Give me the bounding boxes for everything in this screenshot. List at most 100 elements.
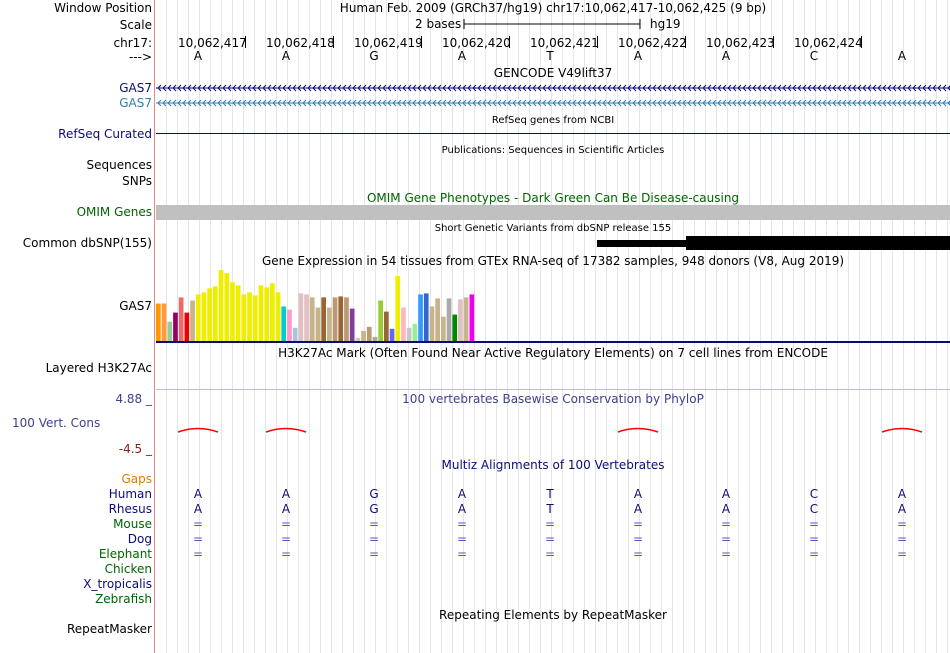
refseq-track-label[interactable]: RefSeq Curated	[58, 127, 152, 141]
grid-line	[683, 0, 684, 653]
strand-chevron	[752, 99, 757, 107]
strand-chevron	[432, 99, 437, 107]
dbsnp-track-label[interactable]: Common dbSNP(155)	[22, 236, 152, 250]
gtex-tissue-bar	[315, 307, 321, 342]
strand-chevron	[412, 84, 417, 92]
strand-chevron	[572, 84, 577, 92]
gtex-tissue-bar	[441, 316, 446, 342]
grid-line	[716, 0, 717, 653]
alignment-base: A	[193, 502, 203, 516]
strand-chevron	[862, 84, 867, 92]
conservation-track-label[interactable]: 100 Vert. Cons	[12, 416, 101, 430]
strand-chevron	[547, 84, 552, 92]
species-label[interactable]: Dog	[127, 532, 152, 546]
grid-line	[804, 0, 805, 653]
strand-chevron	[217, 84, 222, 92]
grid-line	[749, 0, 750, 653]
refseq-gene-line[interactable]	[156, 133, 950, 134]
strand-chevron	[477, 99, 482, 107]
conservation-min-label: -4.5 _	[118, 442, 152, 456]
alignment-base: =	[544, 532, 556, 546]
gtex-tissue-bar	[207, 288, 212, 342]
reference-base: A	[897, 49, 907, 63]
grid-line	[936, 0, 937, 653]
strand-chevron	[867, 84, 872, 92]
strand-chevron	[407, 84, 412, 92]
strand-chevron	[777, 99, 782, 107]
conservation-peak	[881, 427, 923, 433]
strand-chevron	[772, 84, 777, 92]
strand-chevron	[197, 84, 202, 92]
strand-chevron	[852, 99, 857, 107]
species-label[interactable]: Zebrafish	[95, 592, 152, 606]
strand-chevron	[392, 99, 397, 107]
strand-chevron	[282, 99, 287, 107]
strand-chevron	[442, 84, 447, 92]
strand-chevron	[342, 84, 347, 92]
strand-chevron	[672, 84, 677, 92]
strand-chevron	[712, 84, 717, 92]
species-label[interactable]: Elephant	[98, 547, 152, 561]
snps-track-label[interactable]: SNPs	[122, 174, 152, 188]
omim-track-label[interactable]: OMIM Genes	[76, 205, 152, 219]
strand-chevron	[427, 99, 432, 107]
strand-chevron	[332, 84, 337, 92]
strand-chevron	[742, 99, 747, 107]
species-label[interactable]: Rhesus	[108, 502, 152, 516]
gtex-tissue-bar	[366, 326, 372, 342]
grid-line	[705, 0, 706, 653]
strand-chevron	[302, 99, 307, 107]
strand-chevron	[292, 99, 297, 107]
strand-chevron	[887, 99, 892, 107]
repeatmasker-track-label[interactable]: RepeatMasker	[66, 622, 152, 636]
gencode-transcript-2[interactable]	[156, 97, 950, 109]
gtex-expression-chart[interactable]	[156, 266, 950, 344]
species-label[interactable]: X_tropicalis	[83, 577, 152, 591]
gtex-tissue-bar	[309, 297, 315, 342]
gencode-row-1-label[interactable]: GAS7	[119, 81, 152, 95]
grid-line	[782, 0, 783, 653]
gencode-transcript-1[interactable]	[156, 82, 950, 94]
strand-chevron	[332, 99, 337, 107]
strand-chevron	[417, 84, 422, 92]
gtex-tissue-bar	[235, 285, 241, 342]
omim-phenotype-bar[interactable]	[156, 205, 950, 220]
strand-chevron	[602, 84, 607, 92]
strand-chevron	[697, 99, 702, 107]
strand-chevron	[837, 99, 842, 107]
publications-track-label[interactable]: Sequences	[86, 158, 152, 172]
grid-line	[507, 0, 508, 653]
gtex-tissue-bar	[361, 330, 366, 342]
strand-chevron	[302, 84, 307, 92]
multiz-gaps-label[interactable]: Gaps	[121, 472, 152, 486]
strand-chevron	[227, 84, 232, 92]
strand-chevron	[557, 84, 562, 92]
strand-chevron	[877, 99, 882, 107]
dbsnp-variant-thin[interactable]	[597, 240, 687, 247]
species-label[interactable]: Mouse	[113, 517, 152, 531]
species-label[interactable]: Chicken	[104, 562, 152, 576]
strand-chevron	[367, 84, 372, 92]
gtex-tissue-bar	[446, 298, 452, 342]
strand-chevron	[517, 84, 522, 92]
gtex-track-label[interactable]: GAS7	[119, 299, 152, 313]
gencode-row-2-label[interactable]: GAS7	[119, 96, 152, 110]
strand-chevron	[902, 84, 907, 92]
grid-line	[496, 0, 497, 653]
strand-chevron	[202, 84, 207, 92]
strand-chevron	[602, 99, 607, 107]
strand-chevron	[587, 99, 592, 107]
strand-chevron	[612, 99, 617, 107]
dbsnp-variant-thick[interactable]	[686, 236, 950, 250]
h3k27ac-track-label[interactable]: Layered H3K27Ac	[45, 361, 152, 375]
strand-chevron	[857, 99, 862, 107]
species-label[interactable]: Human	[108, 487, 152, 501]
strand-chevron	[697, 84, 702, 92]
strand-chevron	[607, 84, 612, 92]
strand-chevron	[467, 84, 472, 92]
strand-chevron	[887, 84, 892, 92]
strand-chevron	[892, 99, 897, 107]
conservation-plot[interactable]	[156, 420, 950, 440]
grid-line	[617, 0, 618, 653]
